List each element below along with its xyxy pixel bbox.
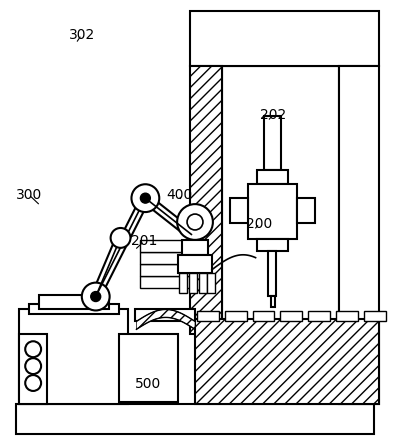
- Bar: [140, 264, 192, 276]
- Bar: [264, 116, 281, 170]
- Bar: [364, 312, 386, 321]
- Circle shape: [25, 375, 41, 391]
- Bar: [178, 255, 212, 273]
- Bar: [336, 312, 358, 321]
- Bar: [39, 295, 109, 309]
- Bar: [140, 252, 192, 264]
- Circle shape: [91, 291, 101, 302]
- Bar: [140, 240, 192, 252]
- Circle shape: [187, 214, 203, 230]
- Bar: [136, 309, 195, 321]
- Bar: [308, 312, 330, 321]
- Circle shape: [177, 204, 213, 240]
- Bar: [29, 304, 119, 314]
- Bar: [140, 276, 192, 287]
- Bar: [248, 184, 297, 239]
- Circle shape: [25, 341, 41, 357]
- Bar: [253, 312, 275, 321]
- Bar: [19, 309, 128, 404]
- Text: 400: 400: [166, 188, 193, 202]
- Bar: [19, 334, 47, 404]
- Circle shape: [111, 228, 130, 248]
- Text: 200: 200: [247, 216, 273, 231]
- Bar: [268, 251, 277, 295]
- Bar: [197, 312, 219, 321]
- Bar: [199, 273, 207, 293]
- Bar: [256, 170, 288, 184]
- Bar: [281, 312, 302, 321]
- Text: 300: 300: [16, 188, 42, 202]
- Bar: [297, 198, 315, 223]
- Bar: [207, 273, 215, 293]
- Text: 302: 302: [69, 28, 95, 42]
- Bar: [222, 66, 339, 334]
- Text: 202: 202: [260, 108, 286, 122]
- Circle shape: [132, 184, 159, 212]
- Bar: [182, 240, 208, 255]
- Circle shape: [140, 193, 151, 203]
- Bar: [190, 11, 379, 66]
- Text: 201: 201: [131, 234, 157, 248]
- Bar: [256, 239, 288, 251]
- Bar: [119, 334, 178, 402]
- Text: 500: 500: [135, 377, 162, 391]
- Bar: [190, 66, 222, 334]
- Bar: [225, 312, 247, 321]
- Bar: [271, 295, 275, 308]
- Bar: [189, 273, 197, 293]
- Bar: [195, 320, 379, 404]
- Bar: [339, 66, 379, 404]
- Circle shape: [25, 358, 41, 374]
- Bar: [179, 273, 187, 293]
- Circle shape: [82, 283, 110, 311]
- Bar: [16, 404, 374, 434]
- Bar: [230, 198, 248, 223]
